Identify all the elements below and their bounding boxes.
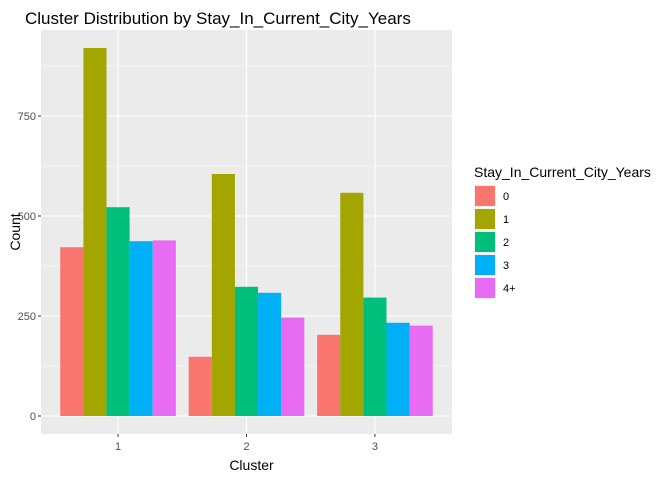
legend-swatch — [475, 278, 495, 298]
x-tick-label: 1 — [115, 441, 121, 453]
bar-cluster-1-years-3 — [129, 241, 153, 416]
bar-cluster-3-years-2 — [363, 297, 387, 416]
legend-title: Stay_In_Current_City_Years — [474, 164, 651, 180]
x-axis-title: Cluster — [229, 457, 274, 473]
bar-cluster-1-years-1 — [83, 48, 107, 416]
y-axis: 0 250 500 750 — [18, 111, 41, 423]
legend-label: 4+ — [503, 283, 516, 295]
y-axis-title: Count — [7, 213, 23, 250]
bar-cluster-2-years-1 — [211, 174, 235, 416]
bar-cluster-3-years-4+ — [409, 325, 433, 416]
bar-cluster-1-years-4+ — [152, 240, 176, 416]
y-tick-label: 750 — [18, 111, 36, 123]
bar-cluster-2-years-0 — [188, 356, 212, 416]
legend-label: 1 — [503, 214, 509, 226]
legend-label: 0 — [503, 191, 509, 203]
legend-swatch — [475, 209, 495, 229]
y-tick-label: 0 — [30, 411, 36, 423]
bar-cluster-2-years-3 — [258, 292, 282, 416]
bar-cluster-3-years-1 — [340, 192, 364, 416]
bar-cluster-3-years-3 — [386, 322, 410, 416]
bar-cluster-2-years-4+ — [281, 317, 305, 416]
x-axis: 1 2 3 — [115, 434, 378, 453]
legend-swatch — [475, 232, 495, 252]
bar-cluster-2-years-2 — [234, 286, 259, 416]
y-tick-label: 250 — [18, 311, 36, 323]
bars — [60, 48, 433, 416]
bar-cluster-3-years-0 — [317, 334, 341, 416]
bar-cluster-1-years-0 — [60, 247, 84, 416]
bar-cluster-1-years-2 — [106, 207, 130, 416]
legend-label: 2 — [503, 237, 509, 249]
y-tick-label: 500 — [18, 211, 36, 223]
legend-swatch — [475, 255, 495, 275]
x-tick-label: 2 — [243, 441, 249, 453]
chart-title: Cluster Distribution by Stay_In_Current_… — [25, 9, 411, 28]
legend-label: 3 — [503, 260, 509, 272]
legend: Stay_In_Current_City_Years 0 1 2 3 4+ — [474, 164, 651, 299]
x-tick-label: 3 — [372, 441, 378, 453]
legend-swatch — [475, 186, 495, 206]
